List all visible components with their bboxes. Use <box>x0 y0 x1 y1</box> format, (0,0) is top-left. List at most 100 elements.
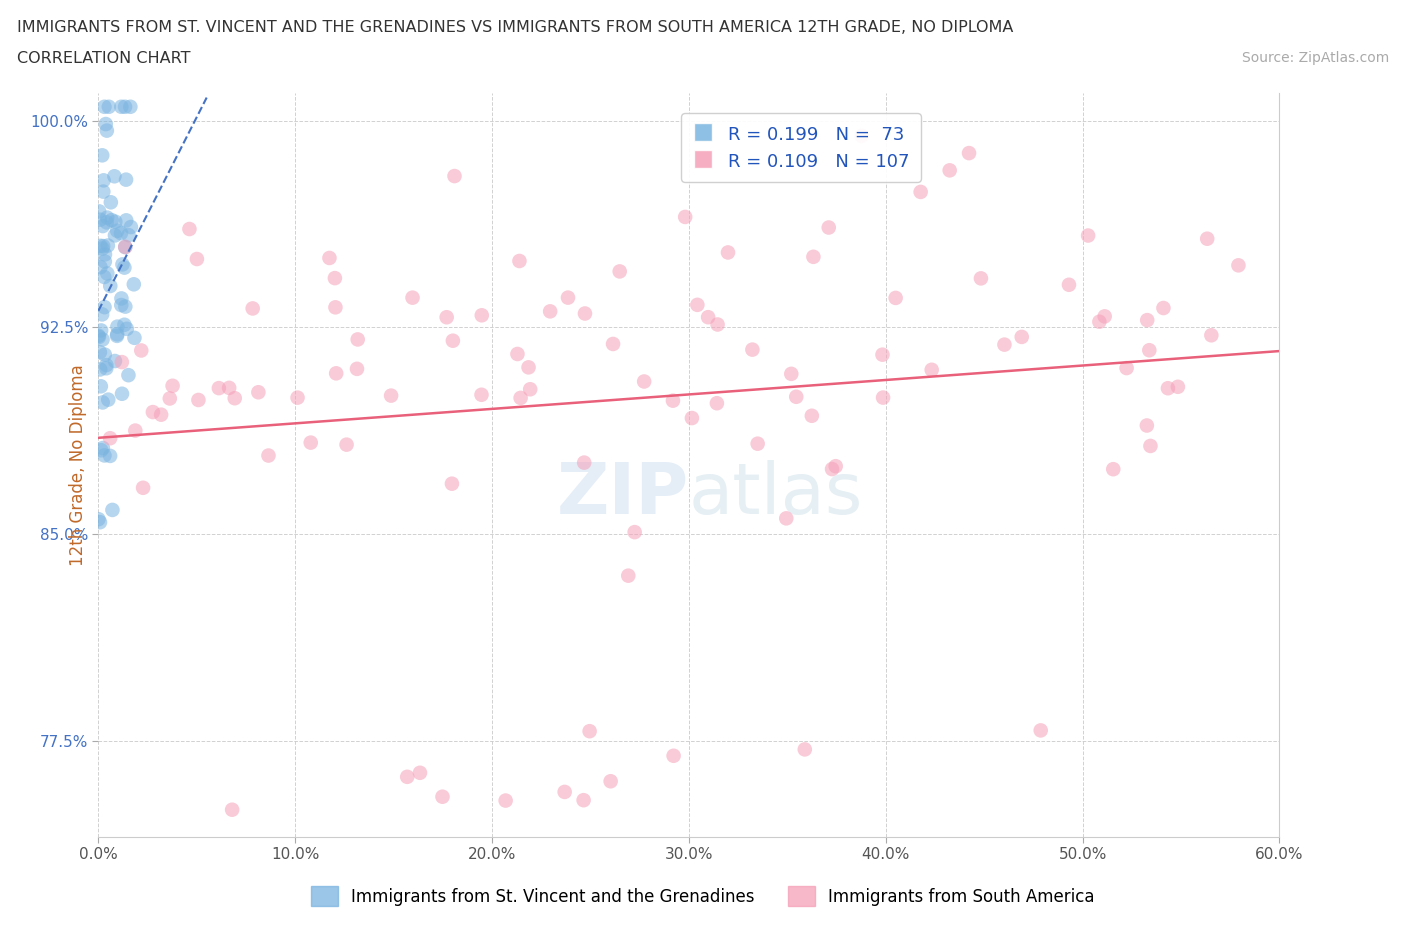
Point <box>90 323 112 338</box>
Point <box>299 435 322 450</box>
Point <box>96 358 118 373</box>
Point <box>114 299 136 314</box>
Point <box>117 367 139 382</box>
Point <box>346 362 368 377</box>
Point <box>98 431 121 445</box>
Point <box>574 306 596 321</box>
Point <box>287 391 309 405</box>
Point <box>111 354 134 369</box>
Point <box>506 347 529 362</box>
Point <box>609 264 631 279</box>
Point <box>1139 439 1161 454</box>
Point <box>96 361 118 376</box>
Point <box>87 512 110 526</box>
Point <box>686 298 709 312</box>
Point <box>94 247 117 262</box>
Point <box>409 765 432 780</box>
Point <box>218 380 240 395</box>
Point <box>602 337 624 352</box>
Point <box>110 226 132 241</box>
Point <box>970 271 993 286</box>
Point <box>110 298 132 312</box>
Point <box>785 390 807 405</box>
Point <box>90 379 112 393</box>
Point <box>132 481 155 496</box>
Point <box>938 163 960 178</box>
Point <box>142 405 165 419</box>
Point <box>257 448 280 463</box>
Point <box>872 391 894 405</box>
Point <box>91 219 114 233</box>
Point <box>519 382 541 397</box>
Y-axis label: 12th Grade, No Diploma: 12th Grade, No Diploma <box>69 365 87 565</box>
Point <box>957 146 980 161</box>
Point <box>572 792 595 807</box>
Point <box>557 290 579 305</box>
Point <box>793 742 815 757</box>
Point <box>105 223 128 238</box>
Point <box>111 257 134 272</box>
Point <box>623 525 645 539</box>
Point <box>91 241 114 256</box>
Point <box>1152 300 1174 315</box>
Point <box>91 148 114 163</box>
Point <box>538 304 561 319</box>
Point <box>775 511 797 525</box>
Point <box>100 195 122 210</box>
Point <box>572 455 595 470</box>
Point <box>1011 329 1033 344</box>
Point <box>91 441 114 456</box>
Point <box>93 448 115 463</box>
Point <box>803 249 825 264</box>
Point <box>89 204 111 219</box>
Point <box>96 210 118 225</box>
Point <box>617 568 640 583</box>
Point <box>247 385 270 400</box>
Point <box>98 279 121 294</box>
Point <box>111 386 134 401</box>
Point <box>96 123 118 138</box>
Point <box>89 515 111 530</box>
Point <box>91 332 114 347</box>
Point <box>110 291 132 306</box>
Point <box>1029 723 1052 737</box>
Point <box>508 254 530 269</box>
Point <box>117 228 139 243</box>
Point <box>578 724 600 738</box>
Point <box>114 240 136 255</box>
Point <box>440 476 463 491</box>
Point <box>325 365 347 380</box>
Point <box>662 393 685 408</box>
Point <box>124 423 146 438</box>
Point <box>633 374 655 389</box>
Point <box>93 299 115 314</box>
Point <box>208 380 231 395</box>
Point <box>1201 327 1223 342</box>
Point <box>346 332 368 347</box>
Text: Source: ZipAtlas.com: Source: ZipAtlas.com <box>1241 51 1389 65</box>
Point <box>1057 277 1080 292</box>
Point <box>706 317 728 332</box>
Point <box>93 173 115 188</box>
Point <box>94 347 117 362</box>
Point <box>91 239 114 254</box>
Text: ZIP: ZIP <box>557 460 689 529</box>
Point <box>780 366 803 381</box>
Point <box>910 184 932 199</box>
Point <box>91 184 114 199</box>
Point <box>921 363 943 378</box>
Point <box>115 172 138 187</box>
Point <box>115 322 138 337</box>
Point <box>93 270 115 285</box>
Point <box>1102 462 1125 477</box>
Point <box>91 307 114 322</box>
Point <box>1088 314 1111 329</box>
Point <box>1077 228 1099 243</box>
Point <box>471 308 494 323</box>
Point <box>396 769 419 784</box>
Point <box>884 290 907 305</box>
Point <box>122 277 145 292</box>
Point <box>1137 343 1160 358</box>
Point <box>380 388 402 403</box>
Point <box>1136 418 1159 433</box>
